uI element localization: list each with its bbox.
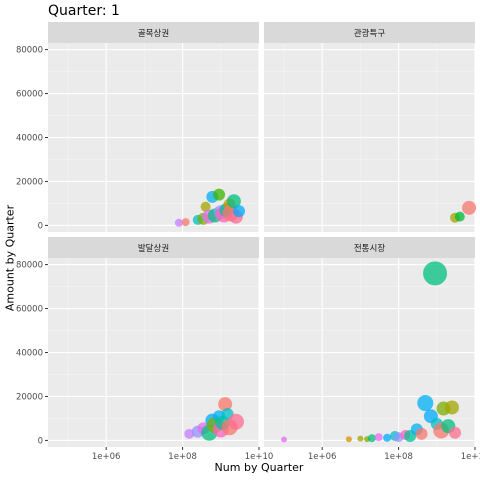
facet-strip-label: 발달상권 xyxy=(138,243,169,254)
y-tick-label: 60000 xyxy=(16,90,43,100)
y-tick-label: 40000 xyxy=(16,134,43,144)
data-point xyxy=(417,395,434,412)
y-tick-label: 0 xyxy=(38,436,43,446)
x-axis-label-container: Num by Quarter xyxy=(0,461,480,474)
data-point xyxy=(462,200,477,215)
x-tick-label: 1e+06 xyxy=(92,452,121,462)
data-point xyxy=(280,436,287,443)
data-point xyxy=(454,211,465,222)
facet-strip-label: 관광특구 xyxy=(354,28,385,39)
data-point xyxy=(181,218,190,227)
panel-1: 골목상권 0 20000 40000 60000 80000 xyxy=(16,22,260,232)
y-tick-label: 80000 xyxy=(16,46,43,56)
panel-2: 관광특구 xyxy=(264,22,477,232)
x-axis-label: Num by Quarter xyxy=(214,461,304,474)
y-tick-label: 40000 xyxy=(16,349,43,359)
facet-strip xyxy=(48,237,259,258)
data-point xyxy=(415,427,428,440)
y-tick-label: 80000 xyxy=(16,261,43,271)
y-tick-label: 60000 xyxy=(16,305,43,315)
x-tick-label: 1e+06 xyxy=(308,452,337,462)
data-point xyxy=(226,194,241,209)
x-tick-label: 1e+08 xyxy=(384,452,413,462)
data-point xyxy=(444,400,459,415)
y-axis-label-container: Amount by Quarter xyxy=(1,0,19,480)
facet-strip xyxy=(264,237,475,258)
y-tick-label: 20000 xyxy=(16,392,43,402)
data-point xyxy=(227,413,244,430)
plot-title: Quarter: 1 xyxy=(48,3,120,19)
data-point xyxy=(218,397,233,412)
x-tick-label: 1e+10 xyxy=(245,452,274,462)
data-point xyxy=(357,435,364,442)
y-tick-label: 0 xyxy=(38,221,43,231)
panel-4: 전통시장 1e+06 1e+08 1e+10 xyxy=(264,237,480,462)
data-point xyxy=(233,205,246,218)
facet-strip-label: 골목상권 xyxy=(138,28,169,39)
data-point xyxy=(383,433,392,442)
facet-strip-label: 전통시장 xyxy=(354,243,385,254)
y-axis-label: Amount by Quarter xyxy=(3,204,17,312)
x-tick-label: 1e+08 xyxy=(168,452,197,462)
y-tick-label: 20000 xyxy=(16,177,43,187)
data-point xyxy=(200,201,211,212)
panel-3: 발달상권 0 20000 40000 60000 80000 1e+06 1e+08 1e+10 xyxy=(16,237,273,462)
facet-strip xyxy=(48,22,259,43)
data-point xyxy=(174,218,183,227)
facet-strip xyxy=(264,22,475,43)
data-point xyxy=(345,436,352,443)
data-point xyxy=(213,188,226,201)
data-point xyxy=(449,426,462,439)
data-point xyxy=(374,433,383,442)
data-point xyxy=(367,434,376,443)
x-tick-label: 1e+10 xyxy=(461,452,480,462)
data-point xyxy=(423,261,448,286)
